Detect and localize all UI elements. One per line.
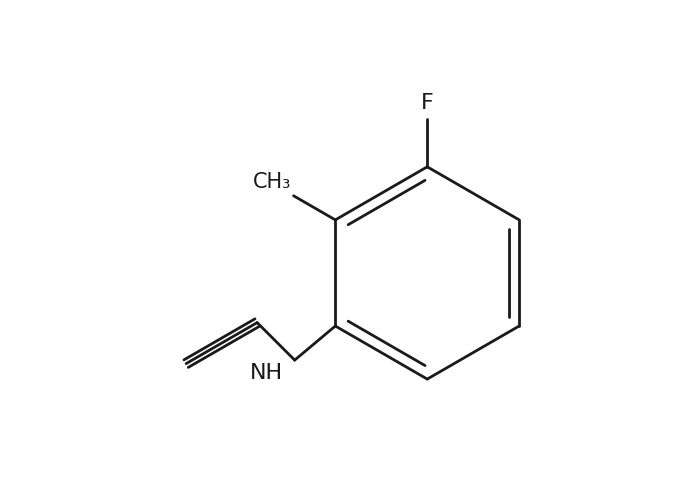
Text: CH₃: CH₃ — [253, 172, 291, 192]
Text: F: F — [421, 93, 433, 113]
Text: NH: NH — [249, 363, 283, 383]
